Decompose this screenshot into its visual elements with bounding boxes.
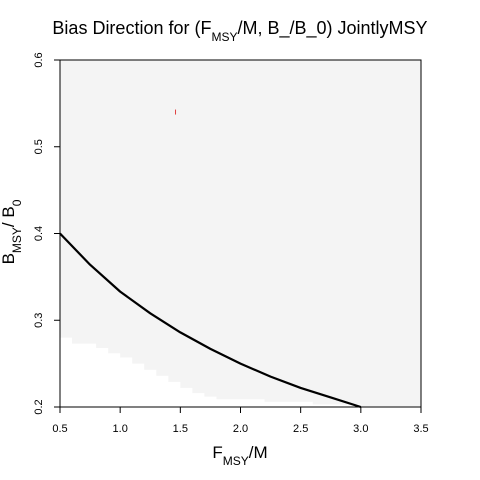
feasible-region: [60, 60, 421, 407]
y-axis: 0.2 0.3 0.4 0.5 0.6: [33, 52, 60, 415]
x-axis-label: FMSY/M: [212, 443, 267, 468]
x-tick-label: 1.0: [113, 423, 128, 435]
feasible-region-area: [60, 60, 421, 407]
x-tick-label: 3.0: [353, 423, 368, 435]
y-tick-label: 0.3: [33, 313, 45, 328]
chart-title: Bias Direction for (FMSY/M, B_/B_0) Join…: [52, 18, 427, 44]
y-tick-label: 0.5: [33, 139, 45, 154]
series-line: [59, 232, 362, 409]
x-tick-label: 0.5: [52, 423, 67, 435]
y-tick-label: 0.4: [33, 226, 45, 241]
x-tick-label: 2.5: [293, 423, 308, 435]
y-axis-label: BMSY/ B0: [0, 199, 24, 264]
y-tick-label: 0.6: [33, 52, 45, 67]
x-tick-label: 2.0: [233, 423, 248, 435]
x-tick-label: 1.5: [173, 423, 188, 435]
series-layer: [59, 232, 362, 409]
y-tick-label: 0.2: [33, 399, 45, 414]
x-tick-label: 3.5: [413, 423, 428, 435]
x-axis: 0.5 1.0 1.5 2.0 2.5 3.0 3.5: [52, 407, 429, 435]
